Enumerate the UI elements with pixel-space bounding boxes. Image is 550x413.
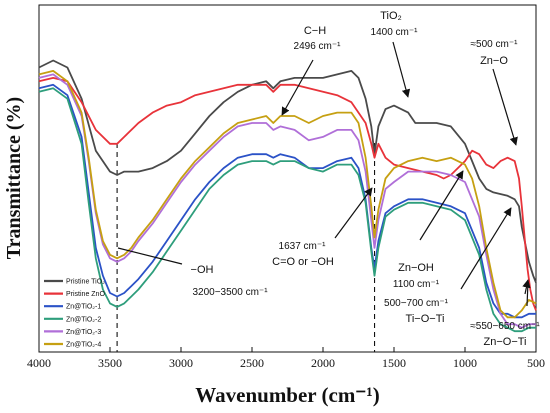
annotations: C−H 2496 cm⁻¹ TiO₂ 1400 cm⁻¹ ≈500 cm⁻¹ Zn−O −O… — [191, 10, 541, 348]
annotation-label: 500−700 cm⁻¹ — [384, 298, 449, 309]
series-line — [38, 77, 537, 311]
legend-label: Zn@TiO₂-1 — [66, 304, 101, 311]
annotation-label: ≈500 cm⁻¹ — [471, 39, 519, 50]
annotation-label: 1100 cm⁻¹ — [393, 279, 440, 290]
reference-lines — [116, 143, 376, 352]
annotation-label: C=O or −OH — [272, 256, 334, 268]
legend-label: Zn@TiO₂-4 — [66, 342, 101, 349]
plot-area — [38, 4, 537, 353]
annotation-arrow — [526, 281, 529, 307]
annotation-label: 1400 cm⁻¹ — [371, 27, 419, 38]
annotation-label: Zn−O — [480, 55, 508, 67]
annotation-arrow — [117, 247, 183, 265]
x-tick-label: 2500 — [240, 356, 264, 370]
annotation-arrow — [334, 187, 373, 239]
series-line — [38, 73, 536, 329]
legend-label: Pristine ZnO — [66, 291, 105, 298]
x-tick-label: 3000 — [169, 356, 193, 370]
x-tick-label: 500 — [527, 356, 545, 370]
x-tick-label: 1000 — [453, 356, 477, 370]
annotation-arrows — [117, 41, 531, 307]
series-line — [38, 70, 537, 319]
legend: Pristine TiO₂ Pristine ZnO Zn@TiO₂-1 Zn@TiO… — [44, 279, 105, 349]
series-line — [38, 59, 537, 283]
x-ticks: 4000 3500 3000 2500 2000 1500 1000 500 — [27, 347, 545, 370]
annotation-arrow — [281, 59, 314, 116]
legend-label: Pristine TiO₂ — [66, 279, 105, 286]
annotation-arrow — [492, 68, 518, 146]
series-line — [38, 87, 536, 333]
annotation-label: Zn−O−Ti — [484, 336, 527, 348]
series-group — [38, 59, 537, 333]
x-tick-label: 3500 — [98, 356, 122, 370]
x-tick-label: 1500 — [382, 356, 406, 370]
x-axis-title: Wavenumber (cm⁻¹) — [195, 383, 379, 407]
annotation-label: ≈550−650 cm⁻¹ — [470, 321, 540, 332]
annotation-label: C−H — [304, 25, 326, 37]
x-tick-label: 4000 — [27, 356, 51, 370]
legend-label: Zn@TiO₂-2 — [66, 316, 101, 323]
legend-label: Zn@TiO₂-3 — [66, 329, 101, 336]
y-axis-title: Transmittance (%) — [3, 97, 25, 259]
x-tick-label: 2000 — [311, 356, 335, 370]
annotation-label: 1637 cm⁻¹ — [279, 241, 327, 252]
annotation-label: 3200−3500 cm⁻¹ — [192, 287, 268, 298]
annotation-label: 2496 cm⁻¹ — [294, 41, 342, 52]
annotation-arrow — [392, 41, 411, 98]
annotation-arrow — [419, 170, 464, 241]
annotation-label: −OH — [191, 264, 214, 276]
annotation-label: Ti−O−Ti — [406, 313, 445, 325]
annotation-label: Zn−OH — [398, 262, 434, 274]
annotation-arrow — [460, 207, 512, 290]
annotation-label: TiO₂ — [380, 10, 402, 22]
